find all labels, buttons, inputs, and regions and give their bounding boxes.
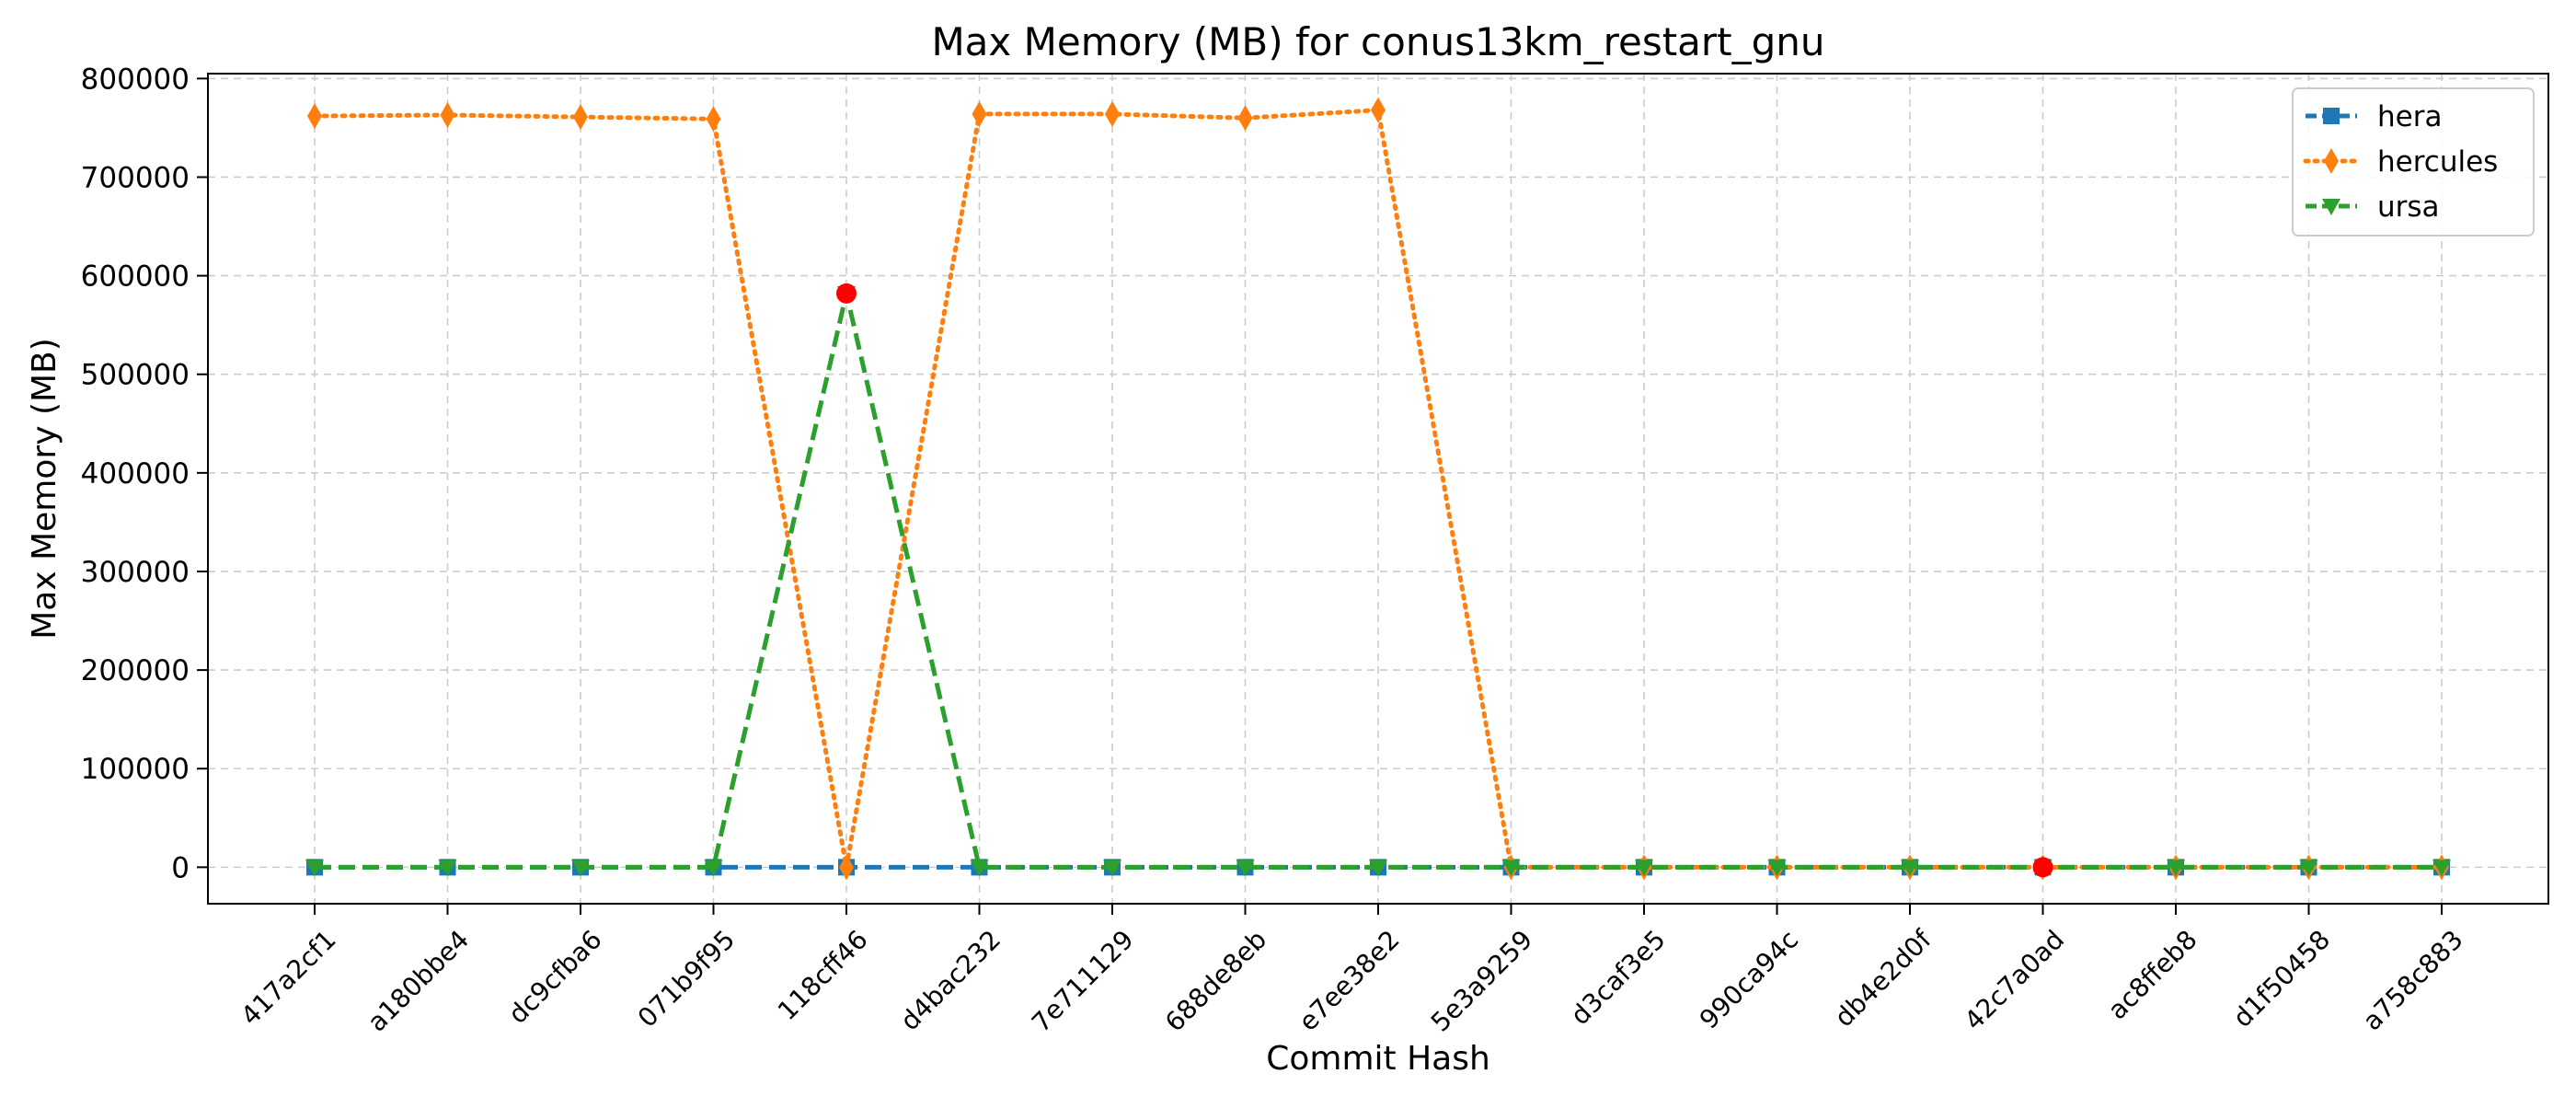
data-point-ursa: [1635, 860, 1653, 877]
data-point-hercules: [839, 854, 854, 881]
legend-label: hera: [2377, 100, 2442, 133]
y-tick-label: 400000: [81, 457, 190, 491]
legend-item-ursa: ursa: [2306, 190, 2440, 224]
legend-label: hercules: [2377, 145, 2498, 179]
data-point-hercules: [307, 103, 322, 130]
y-tick-label: 200000: [81, 654, 190, 687]
data-point-ursa: [1501, 860, 1521, 877]
legend-label: ursa: [2377, 190, 2440, 224]
highlight-point: [2032, 857, 2053, 878]
data-point-ursa: [305, 860, 324, 877]
x-tick-label: 071b9f95: [632, 924, 741, 1033]
x-tick-label: d1f50458: [2227, 924, 2336, 1033]
legend-marker: [2323, 108, 2340, 124]
data-point-hercules: [1371, 97, 1386, 123]
series-layer: [305, 97, 2451, 881]
data-point-hercules: [440, 101, 455, 128]
x-tick-label: 42c7a0ad: [1959, 924, 2070, 1035]
data-point-ursa: [1369, 860, 1387, 877]
x-tick-label: 417a2cf1: [235, 924, 341, 1031]
x-tick-label: e7ee38e2: [1293, 924, 1405, 1036]
legend-box: [2292, 87, 2535, 237]
y-axis-label: Max Memory (MB): [26, 338, 63, 640]
y-tick-label: 600000: [81, 260, 190, 294]
data-point-hercules: [972, 100, 987, 127]
y-tick-label: 100000: [81, 753, 190, 786]
data-point-hercules: [706, 106, 721, 133]
legend-item-hera: hera: [2306, 100, 2442, 133]
data-point-hercules: [573, 104, 588, 131]
x-tick-label: db4e2d0f: [1829, 924, 1938, 1033]
data-point-ursa: [970, 860, 989, 877]
data-point-ursa: [2299, 860, 2318, 877]
x-tick-label: d3caf3e5: [1565, 924, 1672, 1031]
data-point-ursa: [2432, 860, 2451, 877]
data-point-ursa: [2167, 860, 2185, 877]
legend-item-hercules: hercules: [2303, 145, 2498, 179]
y-tick-label: 700000: [81, 161, 190, 194]
x-tick-label: a758c883: [2357, 924, 2469, 1036]
data-point-hercules: [1105, 100, 1120, 127]
legend-marker: [2322, 199, 2340, 215]
data-point-ursa: [704, 860, 723, 877]
x-tick-label: 7e711129: [1026, 924, 1140, 1038]
y-tick-label: 300000: [81, 556, 190, 589]
data-point-ursa: [1767, 860, 1787, 877]
data-point-ursa: [571, 860, 590, 877]
data-point-ursa: [1901, 860, 1919, 877]
x-axis-label: Commit Hash: [1266, 1040, 1490, 1078]
x-tick-label: d4bac232: [894, 924, 1006, 1036]
legend: hera hercules ursa: [2292, 87, 2535, 237]
x-tick-label: dc9cfba6: [502, 924, 608, 1030]
y-tick-label: 500000: [81, 359, 190, 392]
series-ursa: [305, 285, 2451, 877]
x-tick-label: 5e3a9259: [1425, 924, 1538, 1037]
data-point-ursa: [1236, 860, 1255, 877]
x-tick-label: 990ca94c: [1694, 924, 1804, 1034]
y-tick-label: 0: [171, 851, 190, 884]
y-tick-label: 800000: [81, 63, 190, 96]
x-tick-label: a180bbe4: [362, 924, 475, 1037]
data-point-ursa: [1103, 860, 1121, 877]
x-tick-label: ac8ffeb8: [2102, 924, 2203, 1025]
grid-layer: [208, 74, 2548, 904]
legend-marker: [2324, 148, 2339, 174]
data-point-ursa: [438, 860, 457, 877]
highlight-point: [836, 283, 857, 304]
x-tick-label: 118cff46: [772, 924, 874, 1026]
tick-layer: 0 100000 200000 300000 400000 500000 600000 700…: [81, 63, 2469, 1038]
chart-title: Max Memory (MB) for conus13km_restart_gn…: [931, 19, 1824, 64]
x-tick-label: 688de8eb: [1159, 924, 1272, 1037]
data-point-hercules: [1237, 105, 1253, 132]
